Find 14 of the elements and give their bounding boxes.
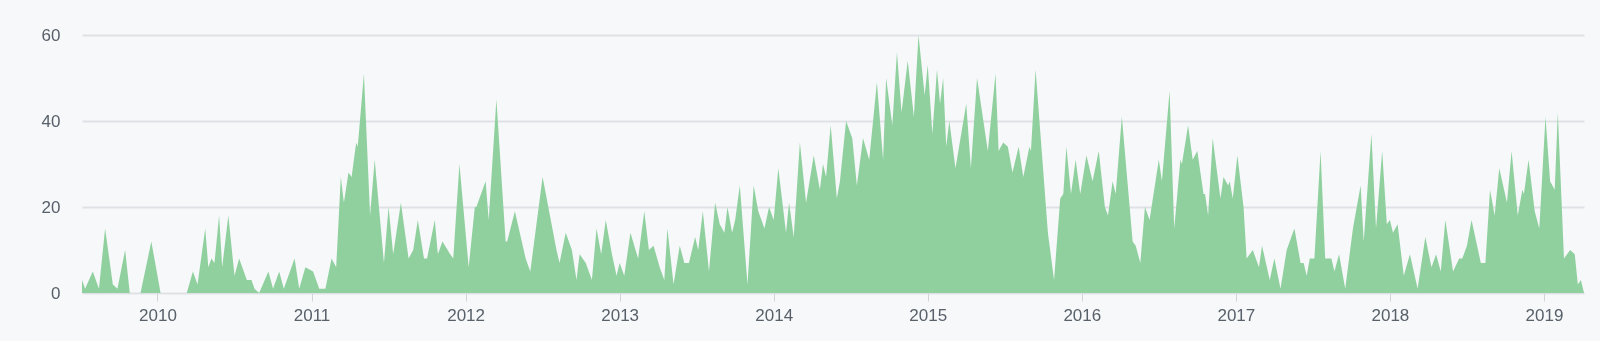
- x-tick-label: 2010: [139, 305, 177, 325]
- x-tick-label: 2017: [1217, 305, 1256, 325]
- y-tick-label: 20: [41, 197, 61, 217]
- y-tick-label: 0: [51, 283, 61, 303]
- x-tick-label: 2018: [1371, 305, 1410, 325]
- x-tick-label: 2015: [909, 305, 948, 325]
- x-tick-label: 2016: [1063, 305, 1102, 325]
- x-tick-label: 2014: [755, 305, 794, 325]
- y-tick-label: 40: [41, 111, 61, 131]
- y-tick-label: 60: [41, 25, 61, 45]
- x-tick-label: 2013: [601, 305, 640, 325]
- x-tick-label: 2012: [447, 305, 485, 325]
- x-tick-label: 2019: [1525, 305, 1564, 325]
- x-tick-label: 2011: [293, 305, 331, 325]
